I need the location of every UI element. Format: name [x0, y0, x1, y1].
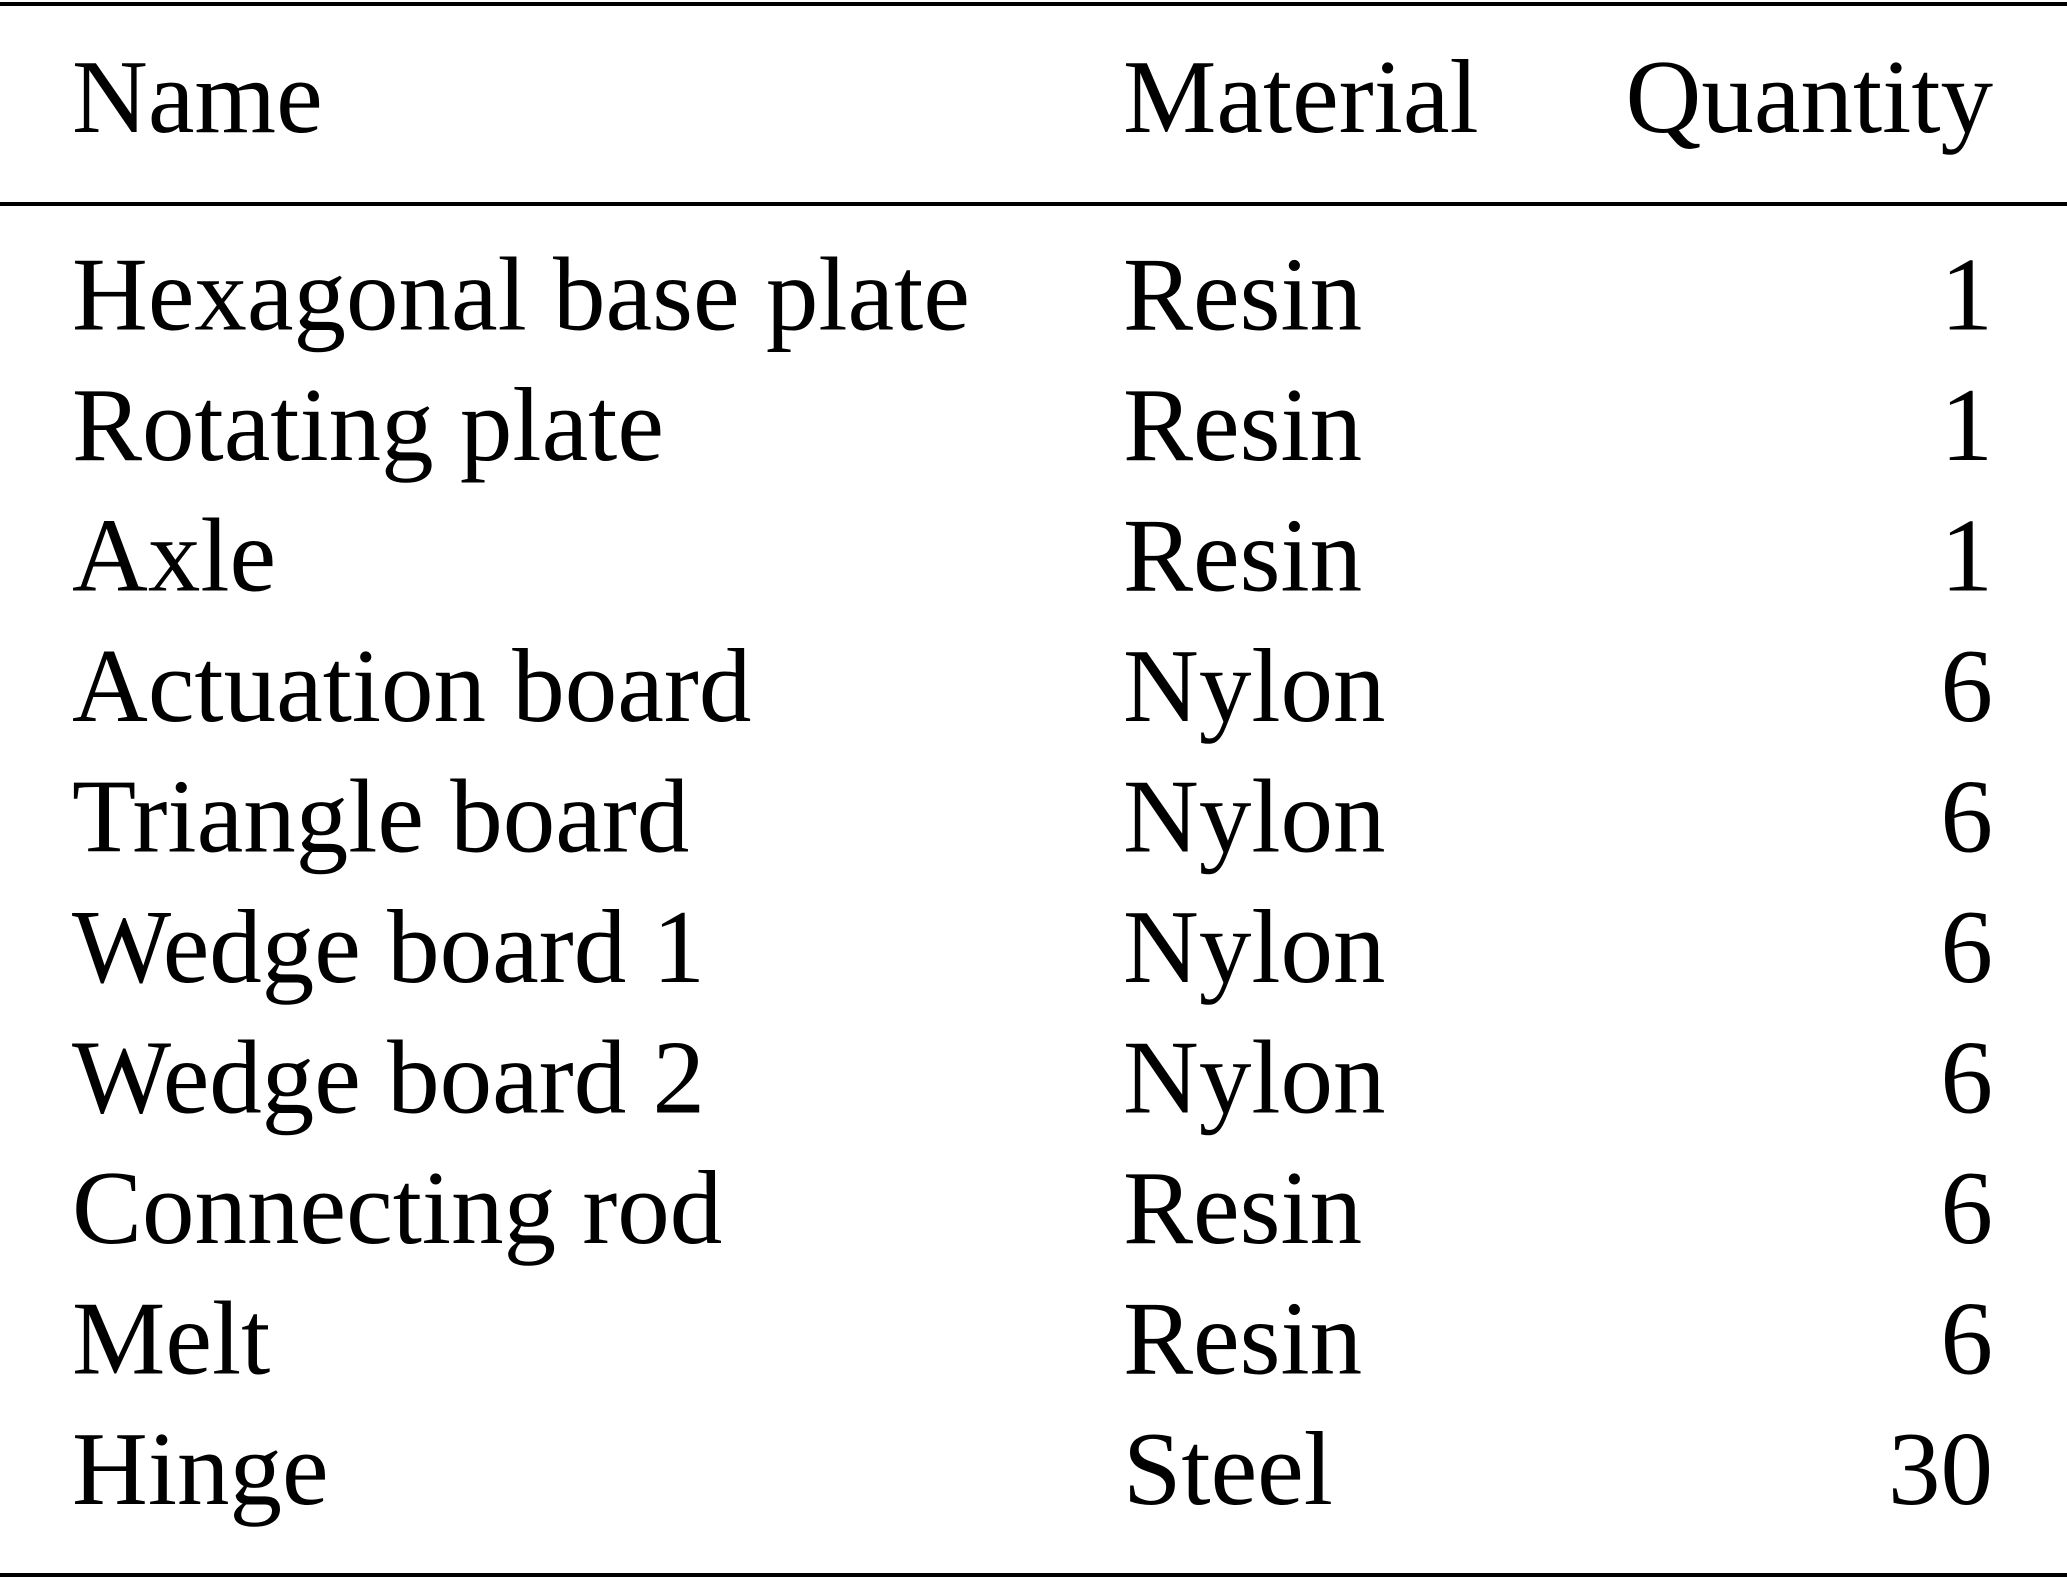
header-cell: Quantity — [1626, 38, 1994, 155]
cell: 6 — [1941, 758, 1994, 875]
cell: Connecting rod — [72, 1149, 722, 1266]
cell: 6 — [1941, 888, 1994, 1005]
bottom-rule — [0, 1573, 2067, 1577]
cell: Rotating plate — [72, 366, 664, 483]
cell: Nylon — [1123, 627, 1386, 744]
header-cell: Material — [1123, 38, 1479, 155]
cell: Resin — [1123, 236, 1362, 353]
cell: Triangle board — [72, 758, 689, 875]
cell: 6 — [1941, 1280, 1994, 1397]
cell: 1 — [1941, 497, 1994, 614]
cell: Wedge board 1 — [72, 888, 705, 1005]
cell: 1 — [1941, 366, 1994, 483]
cell: Steel — [1123, 1410, 1333, 1527]
cell: Resin — [1123, 1149, 1362, 1266]
cell: Nylon — [1123, 1019, 1386, 1136]
cell: 1 — [1941, 236, 1994, 353]
cell: Wedge board 2 — [72, 1019, 705, 1136]
cell: Hexagonal base plate — [72, 236, 970, 353]
cell: Axle — [72, 497, 276, 614]
cell: Resin — [1123, 1280, 1362, 1397]
cell: Melt — [72, 1280, 270, 1397]
cell: Resin — [1123, 497, 1362, 614]
cell: 30 — [1888, 1410, 1993, 1527]
header-rule — [0, 202, 2067, 206]
cell: 6 — [1941, 1149, 1994, 1266]
cell: Hinge — [72, 1410, 329, 1527]
cell: 6 — [1941, 1019, 1994, 1136]
cell: 6 — [1941, 627, 1994, 744]
cell: Resin — [1123, 366, 1362, 483]
top-rule — [0, 2, 2067, 6]
cell: Nylon — [1123, 758, 1386, 875]
header-cell: Name — [72, 38, 323, 155]
cell: Actuation board — [72, 627, 751, 744]
cell: Nylon — [1123, 888, 1386, 1005]
